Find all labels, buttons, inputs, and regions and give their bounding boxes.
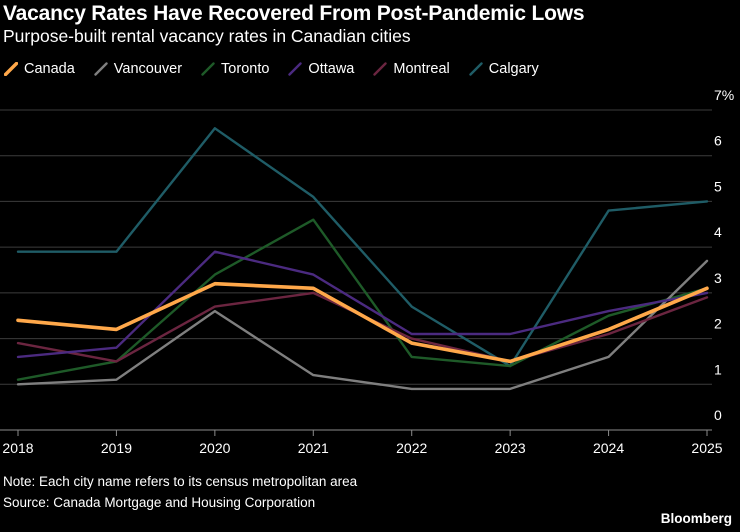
chart-note: Note: Each city name refers to its censu… bbox=[3, 474, 358, 489]
chart-title: Vacancy Rates Have Recovered From Post-P… bbox=[3, 2, 585, 25]
series-line-toronto bbox=[16, 218, 709, 381]
legend-swatch-icon bbox=[4, 62, 18, 76]
legend-item-calgary: Calgary bbox=[469, 61, 539, 77]
y-tick-label: 3 bbox=[714, 270, 722, 286]
y-tick-label: 4 bbox=[714, 224, 722, 240]
y-tick-label: 7% bbox=[714, 87, 734, 103]
y-tick-label: 5 bbox=[714, 178, 722, 194]
legend-item-toronto: Toronto bbox=[201, 61, 269, 77]
series-line-calgary bbox=[16, 127, 709, 368]
legend-label: Calgary bbox=[488, 61, 539, 77]
legend-swatch-icon bbox=[94, 62, 108, 76]
chart-legend: Canada Vancouver Toronto Ottawa Montreal Calg… bbox=[4, 61, 558, 77]
series-line-canada bbox=[16, 281, 709, 364]
y-tick-label: 2 bbox=[714, 316, 722, 332]
legend-label: Vancouver bbox=[113, 61, 183, 77]
legend-label: Toronto bbox=[221, 61, 270, 77]
x-tick-label: 2025 bbox=[691, 440, 722, 456]
x-tick-label: 2020 bbox=[199, 440, 230, 456]
legend-label: Canada bbox=[24, 61, 75, 77]
x-tick-label: 2021 bbox=[298, 440, 329, 456]
x-tick-label: 2018 bbox=[2, 440, 33, 456]
legend-swatch-icon bbox=[288, 62, 303, 76]
legend-item-ottawa: Ottawa bbox=[288, 61, 354, 77]
legend-item-montreal: Montreal bbox=[373, 61, 450, 77]
legend-swatch-icon bbox=[373, 62, 388, 76]
line-chart: 0 1 2 3 4 5 6 7% 2018 2019 2020 2021 2022 2023 2024 202… bbox=[0, 87, 734, 456]
x-tick-label: 2024 bbox=[593, 440, 624, 456]
x-tick-label: 2023 bbox=[495, 440, 526, 456]
legend-item-vancouver: Vancouver bbox=[94, 61, 182, 77]
legend-swatch-icon bbox=[201, 62, 215, 76]
legend-item-canada: Canada bbox=[4, 61, 75, 77]
legend-label: Montreal bbox=[393, 61, 450, 77]
y-tick-label: 1 bbox=[714, 361, 722, 377]
legend-label: Ottawa bbox=[308, 61, 355, 77]
brand-logo: Bloomberg bbox=[660, 511, 732, 526]
y-tick-label: 6 bbox=[714, 133, 722, 149]
x-tick-label: 2019 bbox=[101, 440, 132, 456]
chart-source: Source: Canada Mortgage and Housing Corp… bbox=[3, 495, 316, 510]
y-tick-label: 0 bbox=[714, 407, 722, 423]
chart-subtitle: Purpose-built rental vacancy rates in Ca… bbox=[3, 26, 411, 46]
series-line-vancouver bbox=[16, 259, 709, 391]
x-tick-label: 2022 bbox=[396, 440, 427, 456]
legend-swatch-icon bbox=[469, 62, 483, 76]
series-line-ottawa bbox=[16, 250, 709, 359]
